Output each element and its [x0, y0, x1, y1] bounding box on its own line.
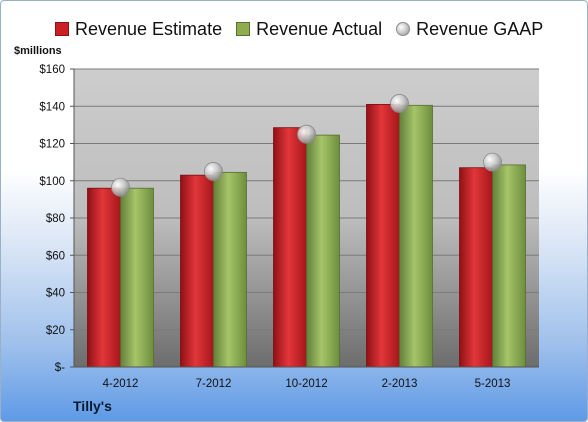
legend-label-actual: Revenue Actual: [256, 18, 383, 39]
y-tick-label: $100: [39, 176, 65, 188]
legend-label-gaap: Revenue GAAP: [416, 18, 544, 39]
legend-swatch-estimate: [55, 22, 69, 36]
chart-legend: Revenue Estimate Revenue Actual Revenue …: [55, 17, 557, 41]
bar-estimate: [459, 167, 493, 368]
bar-actual: [399, 104, 433, 368]
bar-actual: [213, 171, 247, 368]
y-tick-label: $160: [39, 64, 65, 76]
legend-label-estimate: Revenue Estimate: [75, 18, 223, 39]
marker-gaap: [297, 124, 316, 144]
legend-item-estimate: Revenue Estimate: [55, 19, 222, 40]
bar-estimate: [87, 187, 121, 368]
y-tick-label: $20: [46, 325, 65, 337]
marker-gaap: [111, 177, 130, 197]
x-tick-label: 7-2012: [196, 378, 232, 390]
marker-gaap: [390, 94, 409, 113]
y-tick-label: $80: [46, 213, 65, 225]
y-tick-label: $140: [39, 101, 65, 113]
legend-swatch-actual: [236, 22, 251, 36]
x-tick-label: 5-2013: [475, 378, 511, 390]
y-tick-label: $-: [55, 362, 65, 374]
y-tick-label: $40: [46, 288, 65, 300]
bar-estimate: [273, 127, 307, 368]
bar-actual: [120, 187, 154, 368]
y-axis-units: $millions: [14, 45, 62, 57]
marker-gaap: [483, 152, 502, 172]
bar-actual: [492, 164, 526, 368]
x-tick-label: 4-2012: [103, 378, 139, 390]
bar-actual: [306, 134, 340, 368]
legend-swatch-gaap: [396, 22, 411, 36]
legend-item-actual: Revenue Actual: [236, 19, 382, 40]
bar-estimate: [366, 103, 400, 368]
x-tick-label: 10-2012: [285, 378, 327, 390]
marker-gaap: [204, 162, 223, 181]
y-tick-label: $60: [46, 250, 65, 262]
x-tick-label: 2-2013: [382, 378, 418, 390]
company-name: Tilly's: [73, 398, 112, 414]
legend-item-gaap: Revenue GAAP: [396, 19, 543, 40]
bar-estimate: [180, 174, 214, 368]
y-tick-label: $120: [39, 139, 65, 151]
